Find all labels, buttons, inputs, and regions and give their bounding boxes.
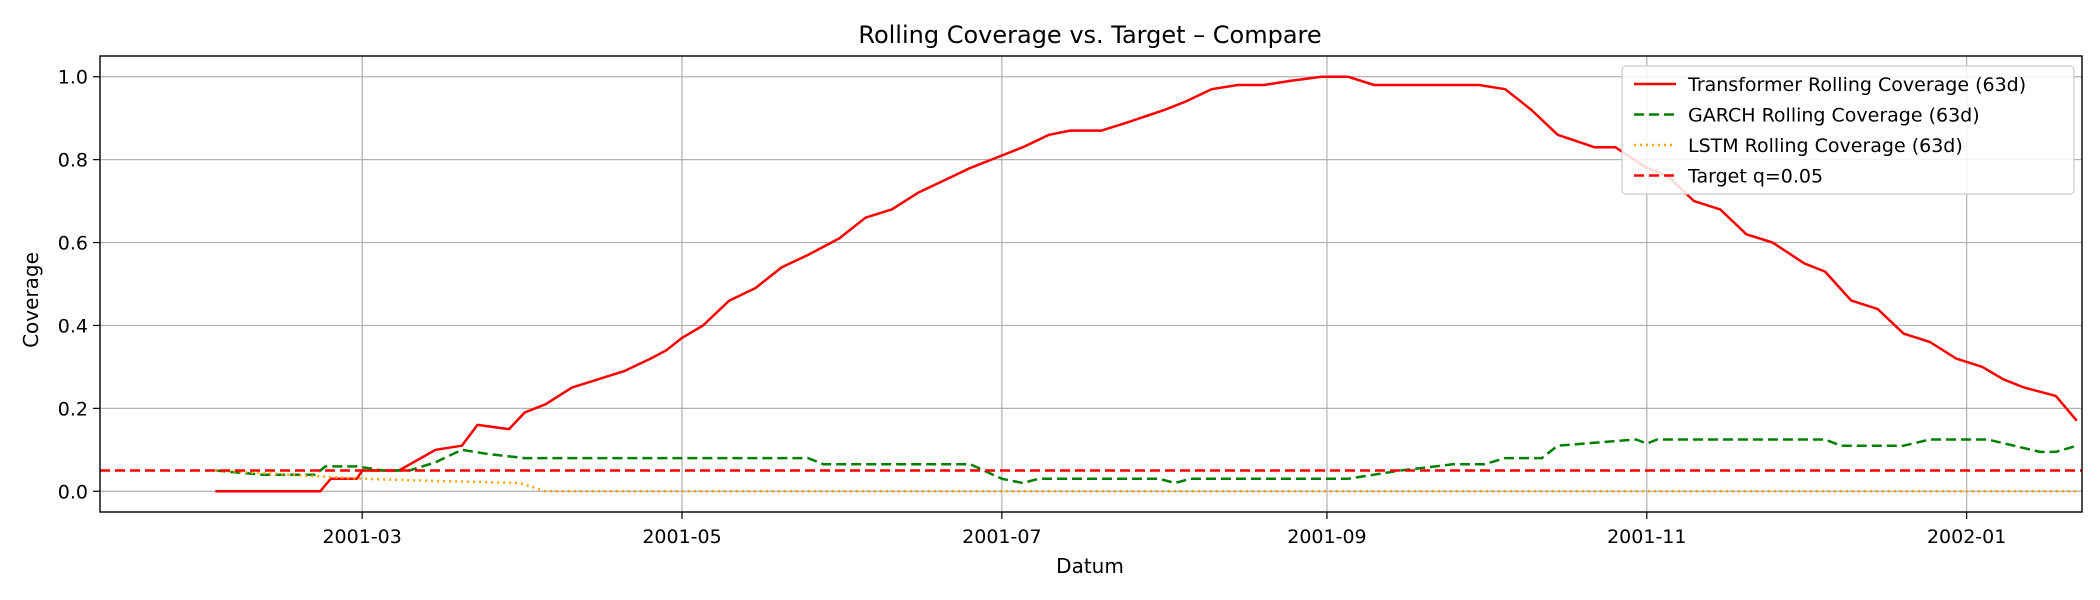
- y-tick-label: 1.0: [58, 67, 88, 89]
- series-line-2: [215, 469, 2077, 493]
- series-lines: [100, 75, 2082, 493]
- y-tick-label: 0.0: [58, 481, 88, 503]
- legend-label: LSTM Rolling Coverage (63d): [1688, 135, 1963, 157]
- x-tick-label: 2001-07: [962, 526, 1041, 548]
- legend-label: Target q=0.05: [1687, 166, 1823, 188]
- axes: 2001-03 2001-05 2001-07 2001-09 2001-11 2002-…: [58, 55, 2083, 548]
- legend-label: GARCH Rolling Coverage (63d): [1688, 105, 1980, 127]
- y-tick-label: 0.2: [58, 398, 88, 420]
- x-tick-label: 2001-11: [1607, 526, 1686, 548]
- plot-frame: [99, 55, 2083, 513]
- y-tick-label: 0.8: [58, 150, 88, 172]
- chart-title: Rolling Coverage vs. Target – Compare: [858, 21, 1321, 49]
- series-line-1: [215, 438, 2078, 485]
- y-tick-label: 0.4: [58, 315, 88, 337]
- y-axis-label: Coverage: [19, 252, 43, 348]
- x-tick-label: 2001-09: [1287, 526, 1366, 548]
- x-axis-label: Datum: [1056, 554, 1124, 578]
- legend: Transformer Rolling Coverage (63d) GARCH …: [1621, 65, 2075, 195]
- x-tick-label: 2001-05: [642, 526, 721, 548]
- legend-label: Transformer Rolling Coverage (63d): [1687, 74, 2026, 96]
- x-tick-label: 2002-01: [1927, 526, 2006, 548]
- x-tick-label: 2001-03: [322, 526, 401, 548]
- series-line-0: [215, 75, 2078, 493]
- legend-box: [1621, 65, 2075, 195]
- y-tick-label: 0.6: [58, 233, 88, 255]
